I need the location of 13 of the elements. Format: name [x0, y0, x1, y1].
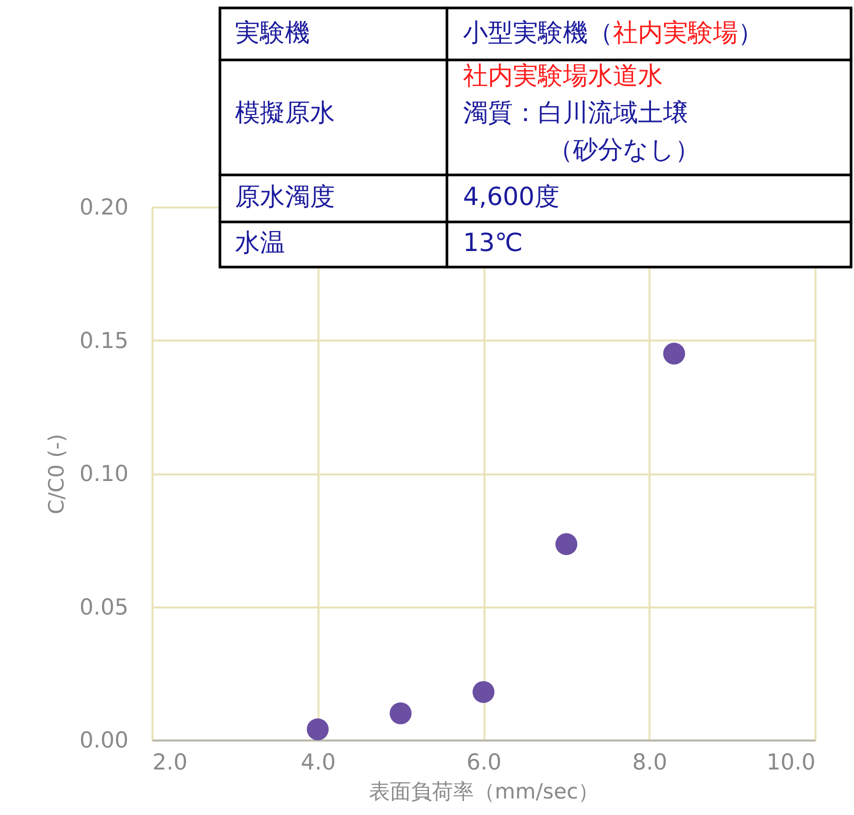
x-tick-label: 10.0 — [766, 750, 816, 776]
x-tick-label: 6.0 — [466, 750, 502, 776]
x-tick-label: 2.0 — [152, 750, 188, 776]
annotation: 13℃ — [463, 228, 523, 257]
y-axis-title: C/C0 (-) — [44, 434, 69, 514]
x-tick-label: 4.0 — [300, 750, 336, 776]
y-tick-label: 0.15 — [80, 328, 128, 354]
y-tick-label: 0.00 — [80, 728, 128, 754]
y-tick-label: 0.05 — [80, 595, 128, 620]
x-tick-label: 8.0 — [632, 750, 668, 776]
x-axis-title: 表面負荷率（mm/sec） — [368, 780, 600, 804]
y-tick-label: 0.20 — [80, 196, 128, 220]
y-tick-label: 0.10 — [80, 462, 128, 487]
